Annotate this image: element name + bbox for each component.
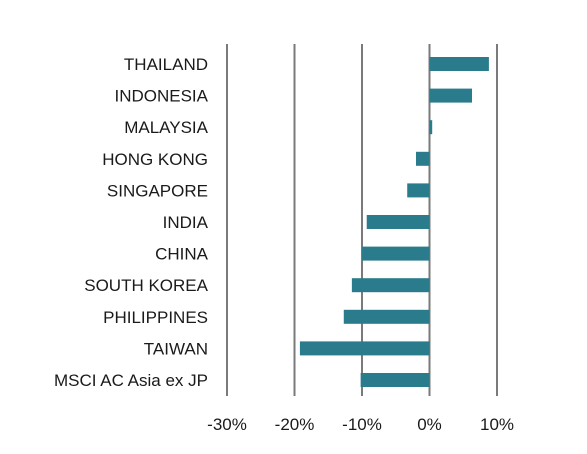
category-label-9: TAIWAN <box>144 339 208 358</box>
category-label-10: MSCI AC Asia ex JP <box>54 371 208 390</box>
bar-6 <box>362 246 430 261</box>
x-tick-label-2: -10% <box>342 415 382 434</box>
bars <box>299 57 489 387</box>
grid-lines <box>226 44 498 396</box>
x-axis-tick-labels: -30% -20% -10% 0% 10% <box>207 415 514 434</box>
category-label-5: INDIA <box>163 213 209 232</box>
category-label-3: HONG KONG <box>102 150 208 169</box>
x-tick-label-0: -30% <box>207 415 247 434</box>
category-label-2: MALAYSIA <box>124 118 208 137</box>
bar-1 <box>429 88 473 103</box>
category-labels: THAILAND INDONESIA MALAYSIA HONG KONG SINGAP… <box>54 55 209 390</box>
category-label-1: INDONESIA <box>114 87 208 106</box>
category-label-8: PHILIPPINES <box>103 308 208 327</box>
category-label-6: CHINA <box>155 245 209 264</box>
bar-8 <box>343 309 430 324</box>
bar-0 <box>429 57 489 71</box>
category-label-4: SINGAPORE <box>107 181 208 200</box>
bar-7 <box>351 278 430 293</box>
bar-10 <box>360 373 430 387</box>
bar-2 <box>429 120 433 135</box>
bar-5 <box>366 215 430 229</box>
category-label-7: SOUTH KOREA <box>84 276 208 295</box>
x-tick-label-3: 0% <box>417 415 442 434</box>
x-tick-label-1: -20% <box>275 415 315 434</box>
x-tick-label-4: 10% <box>480 415 514 434</box>
bar-4 <box>407 183 430 198</box>
bar-9 <box>299 341 430 356</box>
bar-3 <box>416 151 430 166</box>
category-label-0: THAILAND <box>124 55 208 74</box>
